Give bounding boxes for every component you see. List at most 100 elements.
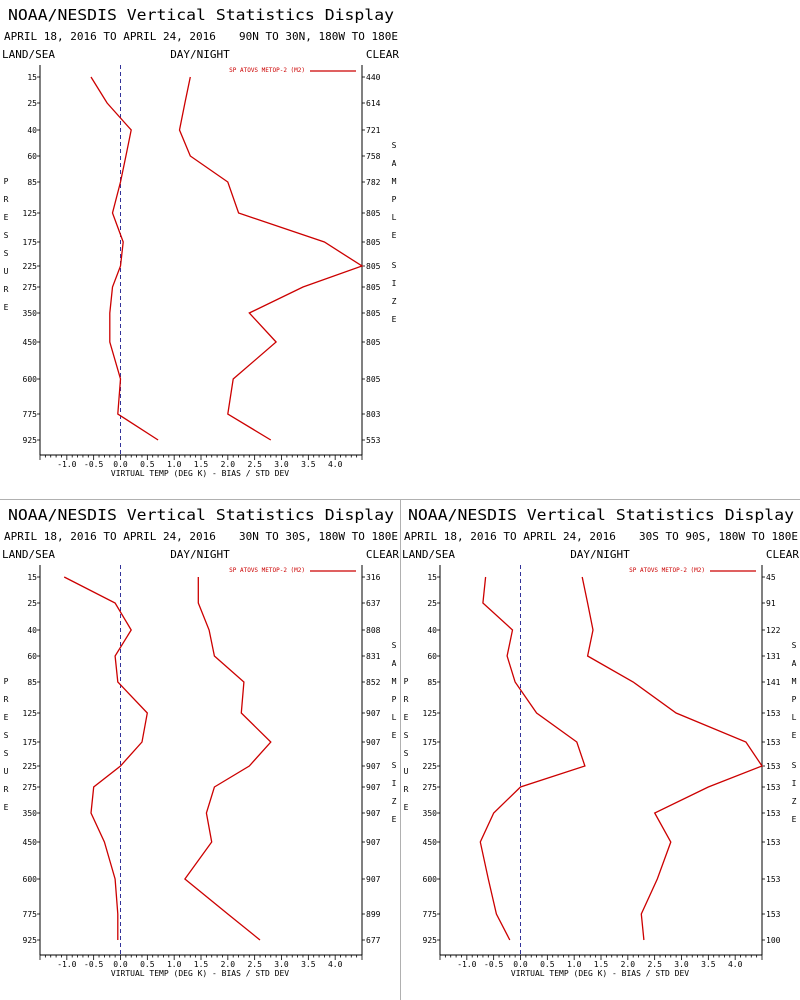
- sample-size-label: 805: [366, 309, 381, 318]
- sample-size-label: 852: [366, 678, 381, 687]
- sample-size-label: 153: [766, 709, 781, 718]
- x-tick-label: 2.0: [221, 960, 236, 969]
- chart-title: NOAA/NESDIS Vertical Statistics Display: [8, 6, 394, 24]
- pressure-level-label: 775: [23, 410, 38, 419]
- x-tick-label: -0.5: [84, 960, 103, 969]
- clear-label: CLEAR: [366, 48, 399, 61]
- pressure-level-label: 60: [27, 152, 37, 161]
- sample-size-label: 758: [366, 152, 381, 161]
- x-tick-label: -1.0: [457, 960, 476, 969]
- sample-size-label: 100: [766, 936, 781, 945]
- sample-size-label: 805: [366, 262, 381, 271]
- day-night-label: DAY/NIGHT: [170, 548, 230, 561]
- x-tick-label: 3.0: [274, 460, 289, 469]
- sample-size-label: 805: [366, 375, 381, 384]
- sample-size-label: 907: [366, 738, 381, 747]
- empty-quadrant: [400, 0, 800, 499]
- sample-size-label: 153: [766, 783, 781, 792]
- sample-size-label: 907: [366, 838, 381, 847]
- x-tick-label: 0.0: [113, 460, 128, 469]
- clear-label: CLEAR: [366, 548, 399, 561]
- pressure-level-label: 40: [27, 126, 37, 135]
- sample-size-label: 153: [766, 738, 781, 747]
- bias-series-line: [63, 576, 148, 940]
- x-tick-label: 4.0: [328, 460, 343, 469]
- chart-title: NOAA/NESDIS Vertical Statistics Display: [8, 506, 394, 524]
- pressure-level-label: 125: [23, 709, 38, 718]
- region-label: 30N TO 30S, 180W TO 180E: [239, 530, 398, 543]
- pressure-level-label: 600: [23, 875, 38, 884]
- sample-size-label: 805: [366, 209, 381, 218]
- x-tick-label: 1.0: [567, 960, 582, 969]
- pressure-level-label: 225: [23, 762, 38, 771]
- sample-size-label: 131: [766, 652, 781, 661]
- pressure-level-label: 225: [423, 762, 438, 771]
- pressure-level-label: 350: [423, 809, 438, 818]
- pressure-level-label: 40: [427, 626, 437, 635]
- pressure-level-label: 15: [27, 573, 37, 582]
- sample-size-label: 440: [366, 73, 381, 82]
- sample-size-label: 153: [766, 762, 781, 771]
- pressure-level-label: 925: [423, 936, 438, 945]
- sample-size-label: 907: [366, 809, 381, 818]
- chart-svg: NOAA/NESDIS Vertical Statistics Display A…: [2, 6, 399, 478]
- pressure-level-label: 175: [23, 238, 38, 247]
- day-night-label: DAY/NIGHT: [570, 548, 630, 561]
- chart-svg: NOAA/NESDIS Vertical Statistics Display A…: [402, 506, 799, 978]
- chart-title: NOAA/NESDIS Vertical Statistics Display: [408, 506, 794, 524]
- sample-size-label: 91: [766, 599, 776, 608]
- sample-size-label: 721: [366, 126, 381, 135]
- x-tick-label: 3.5: [301, 460, 316, 469]
- sample-size-label: 553: [366, 436, 381, 445]
- pressure-level-label: 85: [27, 178, 37, 187]
- sample-size-label: 153: [766, 910, 781, 919]
- pressure-level-label: 15: [27, 73, 37, 82]
- legend-label: SP ATOVS METOP-2 (M2): [229, 67, 305, 74]
- pressure-level-label: 450: [23, 838, 38, 847]
- pressure-level-label: 175: [23, 738, 38, 747]
- sample-size-label: 677: [366, 936, 381, 945]
- chart-panel-90n-30n: NOAA/NESDIS Vertical Statistics Display A…: [0, 0, 400, 500]
- sample-size-label: 907: [366, 875, 381, 884]
- pressure-level-label: 85: [427, 678, 437, 687]
- x-tick-label: 1.5: [594, 960, 609, 969]
- pressure-level-label: 275: [23, 783, 38, 792]
- x-axis-label: VIRTUAL TEMP (DEG K) - BIAS / STD DEV: [111, 969, 289, 978]
- sample-size-label: 153: [766, 875, 781, 884]
- chart-svg: NOAA/NESDIS Vertical Statistics Display A…: [2, 506, 399, 978]
- pressure-level-label: 40: [27, 626, 37, 635]
- chart-panel-30s-90s: NOAA/NESDIS Vertical Statistics Display A…: [400, 500, 800, 1000]
- pressure-level-label: 125: [423, 709, 438, 718]
- x-tick-label: 0.0: [513, 960, 528, 969]
- pressure-level-label: 925: [23, 936, 38, 945]
- sample-size-label: 637: [366, 599, 381, 608]
- sample-size-label: 782: [366, 178, 381, 187]
- x-tick-label: 4.0: [728, 960, 743, 969]
- x-tick-label: 1.0: [167, 460, 182, 469]
- sample-size-label: 805: [366, 338, 381, 347]
- pressure-level-label: 175: [423, 738, 438, 747]
- region-label: 90N TO 30N, 180W TO 180E: [239, 30, 398, 43]
- x-tick-label: 4.0: [328, 960, 343, 969]
- x-tick-label: -0.5: [484, 960, 503, 969]
- x-tick-label: -1.0: [57, 960, 76, 969]
- pressure-level-label: 275: [23, 283, 38, 292]
- date-range: APRIL 18, 2016 TO APRIL 24, 2016: [404, 530, 616, 543]
- sample-size-label: 907: [366, 783, 381, 792]
- sample-size-label: 316: [366, 573, 381, 582]
- date-range: APRIL 18, 2016 TO APRIL 24, 2016: [4, 30, 216, 43]
- x-tick-label: 0.5: [140, 960, 155, 969]
- x-tick-label: 2.0: [221, 460, 236, 469]
- sample-size-label: 907: [366, 709, 381, 718]
- bias-series-line: [479, 576, 586, 941]
- pressure-level-label: 450: [423, 838, 438, 847]
- clear-label: CLEAR: [766, 548, 799, 561]
- sample-size-label: 831: [366, 652, 381, 661]
- date-range: APRIL 18, 2016 TO APRIL 24, 2016: [4, 530, 216, 543]
- day-night-label: DAY/NIGHT: [170, 48, 230, 61]
- sample-size-label: 907: [366, 762, 381, 771]
